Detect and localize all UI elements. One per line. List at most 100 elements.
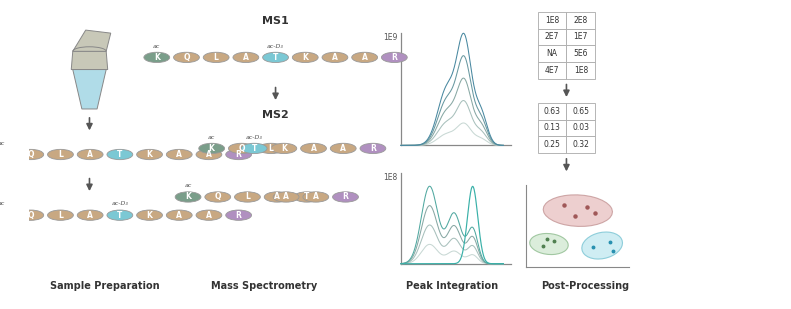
Text: K: K (153, 53, 160, 62)
Text: 0.65: 0.65 (573, 107, 589, 116)
Text: K: K (146, 211, 153, 220)
Text: K: K (185, 193, 191, 201)
Text: T: T (305, 193, 309, 201)
Text: K: K (146, 150, 153, 159)
Text: ac-D₃: ac-D₃ (267, 44, 284, 49)
Circle shape (78, 149, 103, 160)
Text: A: A (274, 193, 280, 201)
Circle shape (47, 210, 74, 220)
Ellipse shape (530, 234, 568, 255)
Text: A: A (176, 211, 182, 220)
Circle shape (360, 143, 386, 154)
Text: A: A (283, 193, 289, 201)
Circle shape (205, 192, 231, 202)
Text: A: A (206, 211, 212, 220)
Circle shape (235, 192, 260, 202)
Text: A: A (206, 150, 212, 159)
Text: ac: ac (0, 201, 5, 206)
Text: R: R (236, 211, 241, 220)
Text: ac-D₃: ac-D₃ (246, 135, 263, 140)
Circle shape (47, 149, 74, 160)
Text: 0.63: 0.63 (543, 107, 561, 116)
Text: T: T (273, 53, 278, 62)
Circle shape (107, 210, 133, 220)
Text: 0.13: 0.13 (543, 124, 561, 133)
Text: 1E7: 1E7 (573, 32, 588, 41)
Text: A: A (361, 53, 368, 62)
Circle shape (264, 192, 290, 202)
Text: Q: Q (238, 144, 244, 153)
Text: MS2: MS2 (262, 110, 289, 120)
Text: K: K (0, 211, 4, 220)
Circle shape (322, 52, 348, 62)
Text: ac-D₃: ac-D₃ (112, 201, 128, 206)
Circle shape (175, 192, 201, 202)
Text: A: A (311, 144, 316, 153)
Text: L: L (58, 150, 63, 159)
Text: R: R (370, 144, 376, 153)
Text: L: L (245, 193, 250, 201)
Text: 0.25: 0.25 (543, 140, 561, 149)
Text: 2E8: 2E8 (573, 16, 588, 25)
Circle shape (233, 52, 259, 62)
Ellipse shape (543, 195, 612, 226)
Circle shape (196, 210, 221, 220)
Circle shape (332, 192, 358, 202)
Text: Q: Q (184, 53, 190, 62)
FancyBboxPatch shape (566, 45, 596, 62)
FancyBboxPatch shape (538, 12, 566, 28)
Text: NA: NA (547, 49, 558, 58)
Circle shape (144, 52, 170, 62)
Text: R: R (343, 193, 349, 201)
FancyBboxPatch shape (566, 28, 596, 45)
Text: R: R (392, 53, 397, 62)
Circle shape (0, 210, 14, 220)
Text: A: A (87, 211, 93, 220)
Circle shape (166, 149, 192, 160)
Text: A: A (313, 193, 319, 201)
Text: T: T (117, 211, 123, 220)
Text: T: T (252, 144, 257, 153)
FancyBboxPatch shape (566, 120, 596, 136)
Text: 0.32: 0.32 (573, 140, 589, 149)
Text: Post-Processing: Post-Processing (541, 281, 629, 291)
Text: A: A (340, 144, 346, 153)
Text: A: A (332, 53, 338, 62)
Text: Mass Spectrometry: Mass Spectrometry (211, 281, 317, 291)
Text: 1E8: 1E8 (545, 16, 559, 25)
Text: ac: ac (0, 141, 5, 146)
Circle shape (271, 143, 297, 154)
Text: Q: Q (214, 193, 221, 201)
Text: L: L (269, 144, 274, 153)
Circle shape (166, 210, 192, 220)
Circle shape (229, 143, 254, 154)
Text: Q: Q (28, 150, 34, 159)
Text: 0.03: 0.03 (573, 124, 589, 133)
Circle shape (173, 52, 199, 62)
Text: ac: ac (208, 135, 215, 140)
FancyBboxPatch shape (538, 28, 566, 45)
Text: A: A (176, 150, 182, 159)
Circle shape (137, 210, 162, 220)
Circle shape (301, 143, 327, 154)
Ellipse shape (582, 232, 623, 259)
FancyBboxPatch shape (566, 103, 596, 120)
Circle shape (196, 149, 221, 160)
FancyBboxPatch shape (566, 62, 596, 78)
Circle shape (203, 52, 229, 62)
FancyBboxPatch shape (538, 136, 566, 153)
Circle shape (18, 210, 44, 220)
Polygon shape (73, 70, 106, 109)
Text: R: R (236, 150, 241, 159)
Circle shape (225, 210, 252, 220)
FancyBboxPatch shape (538, 62, 566, 78)
Text: A: A (87, 150, 93, 159)
Circle shape (293, 52, 318, 62)
Text: L: L (214, 53, 218, 62)
Text: L: L (58, 211, 63, 220)
Text: K: K (0, 150, 4, 159)
Circle shape (273, 192, 299, 202)
Text: K: K (302, 53, 308, 62)
Text: ac: ac (184, 183, 191, 188)
Text: 2E7: 2E7 (545, 32, 559, 41)
